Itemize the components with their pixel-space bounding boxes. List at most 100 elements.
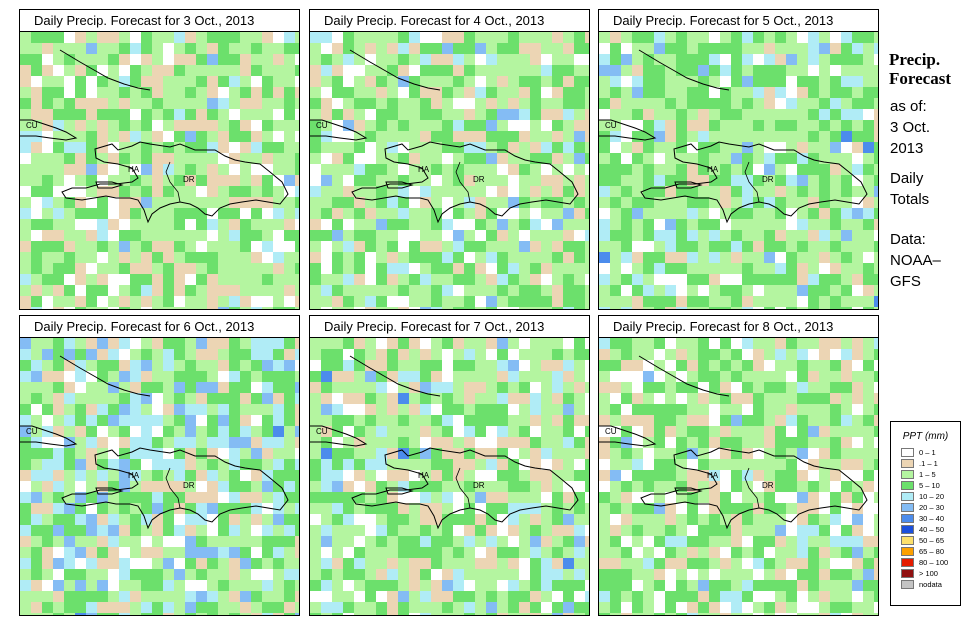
precip-cell [387, 274, 398, 285]
precip-cell [585, 338, 589, 349]
precip-cell [251, 131, 262, 142]
precip-cell [731, 65, 742, 76]
precip-cell [654, 230, 665, 241]
precip-cell [687, 382, 698, 393]
precip-cell [464, 109, 475, 120]
precip-cell [119, 426, 130, 437]
precip-cell [786, 43, 797, 54]
precip-cell [97, 492, 108, 503]
precip-cell [229, 109, 240, 120]
precip-cell [797, 76, 808, 87]
precip-cell [442, 142, 453, 153]
precip-cell [273, 76, 284, 87]
precip-cell [530, 481, 541, 492]
precip-cell [698, 371, 709, 382]
precip-cell [687, 503, 698, 514]
precip-cell [552, 371, 563, 382]
precip-cell [53, 382, 64, 393]
precip-cell [720, 503, 731, 514]
precip-cell [852, 547, 863, 558]
precip-cell [874, 470, 878, 481]
precip-cell [841, 175, 852, 186]
precip-cell [174, 525, 185, 536]
precip-cell [321, 536, 332, 547]
precip-cell [486, 426, 497, 437]
precip-cell [64, 602, 75, 613]
precip-cell [742, 613, 753, 615]
precip-cell [31, 371, 42, 382]
precip-cell [398, 98, 409, 109]
precip-cell [643, 426, 654, 437]
precip-cell [530, 404, 541, 415]
precip-cell [508, 164, 519, 175]
ha-dr-border [455, 467, 471, 509]
precip-cell [86, 175, 97, 186]
precip-cell [420, 382, 431, 393]
precip-cell [541, 481, 552, 492]
precip-cell [163, 613, 174, 615]
precip-cell [497, 142, 508, 153]
precip-cell [365, 175, 376, 186]
precip-cell [64, 613, 75, 615]
precip-cell [53, 76, 64, 87]
precip-cell [852, 131, 863, 142]
precip-cell [775, 393, 786, 404]
precip-cell [863, 404, 874, 415]
precip-cell [863, 131, 874, 142]
precip-cell [731, 338, 742, 349]
precip-cell [552, 197, 563, 208]
precip-cell [130, 382, 141, 393]
precip-cell [284, 252, 295, 263]
precip-cell [75, 591, 86, 602]
precip-cell [753, 492, 764, 503]
precip-cell [508, 120, 519, 131]
precip-cell [284, 120, 295, 131]
precip-cell [130, 492, 141, 503]
precip-cell [240, 448, 251, 459]
precip-cell [786, 404, 797, 415]
precip-cell [376, 219, 387, 230]
precip-cell [808, 492, 819, 503]
precip-cell [863, 175, 874, 186]
precip-cell [720, 230, 731, 241]
precip-cell [97, 459, 108, 470]
precip-cell [709, 131, 720, 142]
precip-cell [108, 285, 119, 296]
precip-cell [563, 54, 574, 65]
precip-cell [464, 285, 475, 296]
precip-cell [152, 296, 163, 307]
precip-cell [273, 448, 284, 459]
precip-cell [497, 580, 508, 591]
precip-cell [464, 296, 475, 307]
precip-cell [863, 153, 874, 164]
precip-cell [376, 448, 387, 459]
precip-cell [97, 470, 108, 481]
precip-cell [240, 252, 251, 263]
precip-cell [797, 65, 808, 76]
precip-cell [284, 448, 295, 459]
precip-cell [119, 197, 130, 208]
precip-cell [830, 426, 841, 437]
precip-cell [610, 558, 621, 569]
precip-cell [273, 230, 284, 241]
precip-cell [797, 54, 808, 65]
precip-cell [130, 470, 141, 481]
precip-cell [398, 514, 409, 525]
precip-cell [196, 558, 207, 569]
precip-cell [152, 360, 163, 371]
precip-cell [541, 87, 552, 98]
precip-cell [585, 54, 589, 65]
precip-cell [797, 175, 808, 186]
precip-cell [687, 98, 698, 109]
precip-cell [119, 208, 130, 219]
precip-cell [354, 109, 365, 120]
precip-cell [163, 371, 174, 382]
precip-cell [497, 525, 508, 536]
precip-cell [552, 252, 563, 263]
precip-cell [508, 230, 519, 241]
precip-cell [764, 296, 775, 307]
precip-cell [53, 296, 64, 307]
precip-cell [152, 371, 163, 382]
precip-cell [530, 285, 541, 296]
precip-cell [31, 252, 42, 263]
